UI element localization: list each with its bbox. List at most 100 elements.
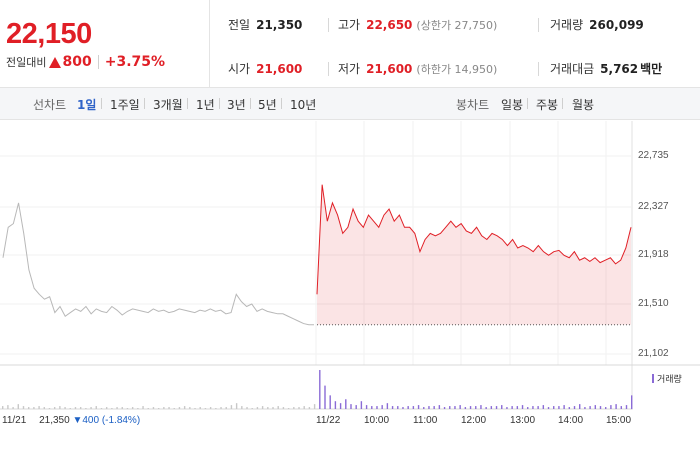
volume-bar xyxy=(163,407,165,409)
volume-bar xyxy=(204,408,207,409)
volume-bar xyxy=(537,406,539,409)
tab-monthly-candle[interactable]: 월봉 xyxy=(572,98,595,112)
volume-bar xyxy=(267,407,269,409)
volume-bar xyxy=(215,408,217,409)
prev-day-date: 11/21 xyxy=(2,415,27,426)
volume-bar xyxy=(345,399,347,409)
volume-bar xyxy=(131,407,134,409)
volume-bar xyxy=(589,406,591,409)
volume-bar xyxy=(480,405,482,409)
volume-bar xyxy=(433,406,435,409)
x-tick-label: 14:00 xyxy=(558,415,584,426)
volume-bar xyxy=(485,407,487,409)
volume-bar xyxy=(79,407,82,409)
volume-bar xyxy=(360,401,363,409)
volume-bar xyxy=(303,406,305,409)
volume-bar xyxy=(454,406,456,409)
tab-3y[interactable]: 3년 xyxy=(227,98,246,112)
volume-bar xyxy=(313,404,316,409)
volume-bar xyxy=(339,403,342,409)
volume-bar xyxy=(443,407,446,409)
amount-unit: 백만 xyxy=(640,62,663,76)
upper-limit: (상한가 27,750) xyxy=(416,18,498,32)
volume-bar xyxy=(43,407,45,409)
volume-bar xyxy=(423,407,425,409)
volume-bar xyxy=(397,406,399,409)
prev-day-series-line xyxy=(2,202,314,326)
x-tick-label: 10:00 xyxy=(364,415,390,426)
high-stat: 고가 22,650 (상한가 27,750) xyxy=(338,16,497,33)
volume-bar xyxy=(178,407,181,409)
volume-bar xyxy=(251,408,253,409)
volume-bar xyxy=(90,407,92,409)
divider xyxy=(562,98,563,109)
x-tick-label: 11/22 xyxy=(316,415,341,426)
change-percent: +3.75% xyxy=(104,54,166,70)
prev-day-close: 21,350 xyxy=(39,415,70,426)
volume-bar xyxy=(183,406,186,409)
y-tick-label: 21,918 xyxy=(638,249,669,260)
tab-daily-candle[interactable]: 일봉 xyxy=(501,98,524,112)
amount-stat: 거래대금 5,762 백만 xyxy=(550,60,662,77)
tab-weekly-candle[interactable]: 주봉 xyxy=(536,98,559,112)
amount-label: 거래대금 xyxy=(550,62,595,76)
volume-bar xyxy=(64,407,66,409)
volume-bar xyxy=(324,385,326,409)
volume-bar xyxy=(412,406,415,409)
volume-bar xyxy=(599,406,602,409)
volume-bar xyxy=(308,407,311,409)
divider xyxy=(187,98,188,109)
volume-bar xyxy=(53,407,56,409)
volume-bar xyxy=(594,405,597,409)
divider xyxy=(144,98,145,109)
volume-bar xyxy=(189,407,191,409)
low-stat: 저가 21,600 (하한가 14,950) xyxy=(338,60,497,77)
tab-10y[interactable]: 10년 xyxy=(290,98,317,112)
tab-1w[interactable]: 1주일 xyxy=(110,98,140,112)
volume-bar xyxy=(17,404,19,409)
divider xyxy=(281,98,282,109)
volume-bar xyxy=(584,407,586,409)
volume-bar xyxy=(137,408,139,409)
tab-5y[interactable]: 5년 xyxy=(258,98,277,112)
current-price: 22,150 xyxy=(6,18,92,50)
up-triangle-icon xyxy=(49,56,62,68)
open-label: 시가 xyxy=(228,62,251,76)
volume-bar xyxy=(464,407,467,409)
tab-1y[interactable]: 1년 xyxy=(196,98,215,112)
volume-bar xyxy=(355,405,357,409)
volume-bar xyxy=(417,405,420,409)
volume-bar xyxy=(407,406,409,409)
volume-bar xyxy=(12,407,14,409)
x-tick-label: 15:00 xyxy=(606,415,632,426)
volume-bar xyxy=(7,405,9,409)
volume-bar xyxy=(147,408,149,409)
volume-bar xyxy=(516,406,519,409)
volume-bar xyxy=(230,405,233,409)
volume-bar xyxy=(22,406,25,409)
volume-bar xyxy=(563,405,565,409)
tab-1d[interactable]: 1일 xyxy=(77,98,97,112)
volume-bar xyxy=(272,407,274,409)
y-tick-label: 22,735 xyxy=(638,150,669,161)
change-label: 전일대비 xyxy=(6,56,47,69)
volume-bar xyxy=(428,406,430,409)
volume-bar xyxy=(532,406,534,409)
prev-day-change: ▼400 (-1.84%) xyxy=(72,415,141,426)
volume-bar xyxy=(376,406,378,409)
volume-bar xyxy=(194,408,196,409)
volume-legend-label: 거래량 xyxy=(657,375,682,385)
open-value: 21,600 xyxy=(256,61,303,76)
price-summary: 22,150 전일대비 800 +3.75% 전일 21,350 고가 22,6… xyxy=(0,0,700,88)
volume-bar xyxy=(95,406,97,409)
volume-bar xyxy=(553,406,555,409)
volume-bar xyxy=(605,407,607,409)
volume-bar xyxy=(241,406,243,409)
volume-bar xyxy=(225,407,227,409)
volume-bar xyxy=(152,407,155,409)
tab-3m[interactable]: 3개월 xyxy=(153,98,183,112)
volume-stat: 거래량 260,099 xyxy=(550,16,644,33)
x-tick-label: 11:00 xyxy=(413,415,438,426)
volume-bar xyxy=(85,408,87,409)
